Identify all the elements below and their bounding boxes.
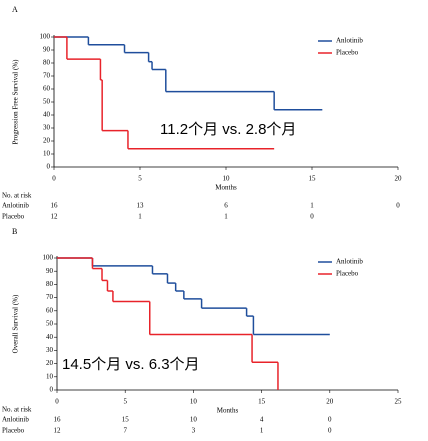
annotation: 14.5个月 vs. 6.3个月 (62, 356, 200, 373)
risk-count: 7 (123, 427, 127, 435)
risk-count: 1 (310, 202, 314, 210)
risk-count: 16 (51, 202, 59, 210)
risk-count: 4 (260, 416, 264, 424)
x-tick-label: 15 (309, 175, 317, 183)
legend-label: Placebo (336, 49, 359, 57)
risk-count: 1 (260, 427, 264, 435)
y-tick-label: 100 (40, 33, 51, 41)
risk-count: 1 (138, 213, 142, 221)
risk-count: 13 (137, 202, 145, 210)
y-tick-label: 0 (50, 386, 54, 394)
y-tick-label: 80 (46, 280, 54, 288)
annotation: 11.2个月 vs. 2.8个月 (160, 121, 296, 138)
risk-title: No. at risk (2, 192, 32, 200)
risk-row-name: Anlotinib (2, 416, 29, 424)
y-tick-label: 70 (46, 293, 54, 301)
y-tick-label: 10 (46, 372, 54, 380)
panel-label: A (12, 5, 18, 14)
x-tick-label: 5 (123, 398, 127, 406)
y-tick-label: 40 (46, 333, 54, 341)
legend-label: Anlotinib (336, 37, 363, 45)
risk-count: 6 (224, 202, 228, 210)
risk-count: 12 (51, 213, 59, 221)
risk-count: 0 (310, 213, 314, 221)
x-axis-label: Months (217, 407, 239, 415)
x-tick-label: 25 (395, 398, 403, 406)
legend-label: Anlotinib (336, 258, 363, 266)
y-tick-label: 90 (43, 46, 51, 54)
risk-count: 0 (328, 416, 332, 424)
y-tick-label: 30 (43, 124, 51, 132)
x-axis-label: Months (215, 184, 237, 192)
y-tick-label: 0 (47, 163, 51, 171)
x-tick-label: 20 (395, 175, 403, 183)
x-tick-label: 10 (223, 175, 231, 183)
risk-count: 0 (328, 427, 332, 435)
x-tick-label: 0 (52, 175, 56, 183)
y-axis-label: Overall Survival (%) (12, 294, 20, 353)
risk-count: 10 (190, 416, 198, 424)
x-tick-label: 5 (138, 175, 142, 183)
y-tick-label: 90 (46, 267, 54, 275)
risk-row-name: Placebo (2, 213, 25, 221)
y-tick-label: 70 (43, 72, 51, 80)
y-tick-label: 60 (46, 306, 54, 314)
risk-count: 3 (192, 427, 196, 435)
risk-count: 16 (54, 416, 62, 424)
x-tick-label: 20 (326, 398, 334, 406)
y-tick-label: 20 (46, 359, 54, 367)
y-tick-label: 100 (43, 254, 54, 262)
risk-count: 15 (122, 416, 130, 424)
risk-count: 1 (224, 213, 228, 221)
x-tick-label: 15 (258, 398, 266, 406)
y-tick-label: 50 (43, 98, 51, 106)
y-tick-label: 40 (43, 111, 51, 119)
y-tick-label: 10 (43, 150, 51, 158)
y-tick-label: 50 (46, 320, 54, 328)
legend-label: Placebo (336, 270, 359, 278)
y-tick-label: 60 (43, 85, 51, 93)
y-tick-label: 80 (43, 59, 51, 67)
risk-row-name: Placebo (2, 427, 25, 435)
y-tick-label: 20 (43, 137, 51, 145)
y-tick-label: 30 (46, 346, 54, 354)
x-tick-label: 0 (55, 398, 59, 406)
risk-row-name: Anlotinib (2, 202, 29, 210)
risk-count: 12 (54, 427, 62, 435)
x-tick-label: 10 (190, 398, 198, 406)
panel-label: B (12, 227, 17, 236)
y-axis-label: Progression Free Survival (%) (12, 59, 20, 145)
risk-count: 0 (396, 202, 400, 210)
risk-title: No. at risk (2, 406, 32, 414)
